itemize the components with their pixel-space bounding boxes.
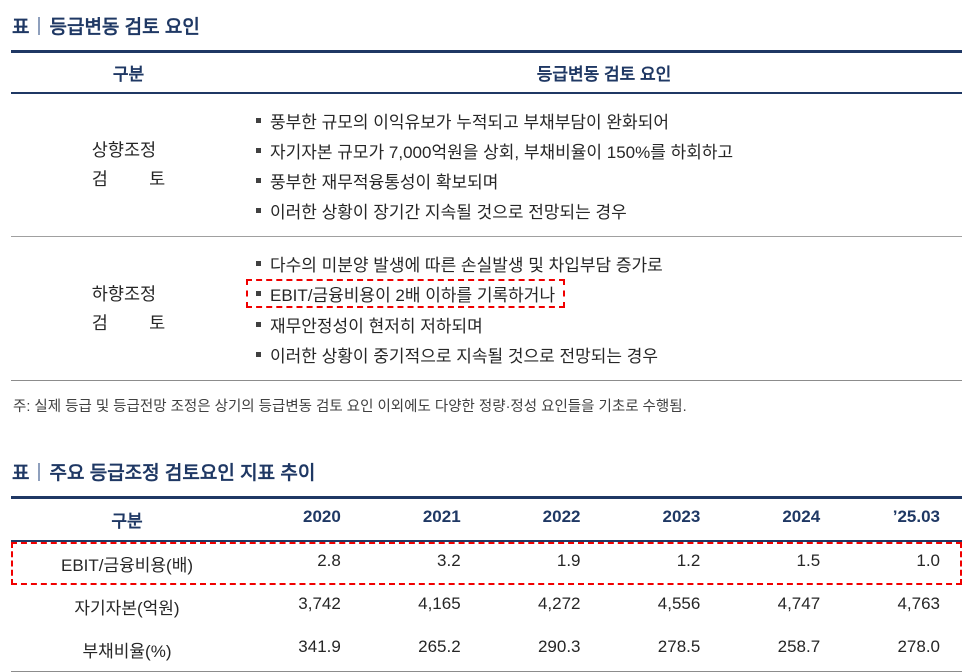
metric-row: 부채비율(%) 341.9 265.2 290.3 278.5 258.7 278.0 — [11, 628, 962, 671]
metric-value: 3,742 — [298, 594, 341, 613]
table2-title-prefix: 표 — [12, 463, 30, 484]
metric-value: 258.7 — [777, 637, 821, 656]
factor-text: 자기자본 규모가 7,000억원을 상회, 부채비율이 150%를 하회하고 — [270, 142, 734, 162]
metric-value: 4,763 — [897, 594, 940, 613]
metric-value: 4,556 — [657, 594, 701, 613]
metric-value: 1.5 — [796, 551, 821, 570]
bullet-icon — [256, 260, 261, 266]
table2-header-row: 구분 2020 2021 2022 2023 2024 ’25.03 — [11, 499, 962, 542]
factor-text: EBIT/금융비용이 2배 이하를 기록하거나 — [270, 286, 556, 305]
metric-value: 1.2 — [676, 551, 701, 570]
factor-text: 풍부한 규모의 이익유보가 누적되고 부채부담이 완화되어 — [270, 112, 669, 132]
table2-body: EBIT/금융비용(배) 2.8 3.2 1.9 1.2 1.5 1.0 자기자본(억원) 3,… — [11, 542, 962, 671]
bullet-icon — [256, 177, 261, 183]
factor-item: 이러한 상황이 장기간 지속될 것으로 전망되는 경우 — [246, 195, 962, 225]
column-header: 구분 — [111, 512, 143, 531]
bullet-icon — [256, 351, 261, 357]
factor-item: 재무안정성이 현저히 저하되며 — [246, 309, 962, 339]
table1-footnote: 주: 실제 등급 및 등급전망 조정은 상기의 등급변동 검토 요인 이외에도 … — [13, 399, 687, 415]
factor-item: 다수의 미분양 발생에 따른 손실발생 및 차입부담 증가로 — [246, 248, 962, 278]
table1-title-text: 등급변동 검토 요인 — [49, 17, 200, 38]
title-divider — [38, 462, 41, 481]
category-line: 검 토 — [91, 312, 166, 333]
metric-value: 278.5 — [657, 637, 701, 656]
metric-value: 265.2 — [418, 637, 461, 656]
factor-text: 이러한 상황이 장기간 지속될 것으로 전망되는 경우 — [270, 202, 627, 222]
bullet-icon — [256, 147, 261, 153]
column-header: 2022 — [542, 507, 581, 526]
metric-value: 341.9 — [298, 637, 341, 656]
category-line: 검 토 — [91, 169, 166, 189]
metric-value: 1.9 — [556, 551, 581, 570]
category-line: 상향조정 — [91, 140, 157, 161]
metric-value: 4,165 — [418, 594, 461, 613]
metric-value: 2.8 — [317, 551, 341, 570]
rating-review-row: 상향조정 검 토 풍부한 규모의 이익유보가 누적되고 부채부담이 완화되어 자기자본… — [11, 94, 962, 236]
metric-row-highlighted: EBIT/금융비용(배) 2.8 3.2 1.9 1.2 1.5 1.0 — [11, 542, 962, 585]
bullet-icon — [256, 117, 261, 123]
factor-text: 재무안정성이 현저히 저하되며 — [270, 316, 483, 336]
metric-value: 278.0 — [897, 637, 940, 656]
factor-item: 풍부한 재무적융통성이 확보되며 — [246, 165, 962, 195]
metric-value: 1.0 — [916, 551, 940, 570]
category-line: 하향조정 — [91, 283, 157, 304]
row-label: 자기자본(억원) — [74, 599, 180, 618]
column-header: 2023 — [662, 507, 701, 526]
factor-item: 풍부한 규모의 이익유보가 누적되고 부채부담이 완화되어 — [246, 105, 962, 135]
metric-value: 4,747 — [777, 594, 821, 613]
title-divider — [38, 16, 41, 35]
row-label: EBIT/금융비용(배) — [60, 556, 194, 575]
rating-review-factors-table: 구분 등급변동 검토 요인 상향조정 검 토 풍부한 규모의 이익유보가 누적되고 … — [11, 50, 962, 381]
table1-header-factors: 등급변동 검토 요인 — [536, 65, 672, 84]
bullet-icon — [256, 207, 261, 213]
table1-title: 표 등급변동 검토 요인 — [12, 12, 962, 39]
metric-value: 3.2 — [437, 551, 461, 570]
factor-text: 이러한 상황이 중기적으로 지속될 것으로 전망되는 경우 — [270, 346, 659, 366]
factor-text: 풍부한 재무적융통성이 확보되며 — [270, 172, 499, 192]
factor-item: 자기자본 규모가 7,000억원을 상회, 부채비율이 150%를 하회하고 — [246, 135, 962, 165]
factor-item: 이러한 상황이 중기적으로 지속될 것으로 전망되는 경우 — [246, 339, 962, 369]
bullet-icon — [256, 291, 261, 296]
table2-title: 표 주요 등급조정 검토요인 지표 추이 — [12, 458, 962, 485]
metric-value: 290.3 — [537, 637, 581, 656]
table1-body: 상향조정 검 토 풍부한 규모의 이익유보가 누적되고 부채부담이 완화되어 자기자본… — [11, 94, 962, 380]
factor-text: 다수의 미분양 발생에 따른 손실발생 및 차입부담 증가로 — [270, 255, 663, 275]
column-header: 2020 — [303, 507, 341, 526]
table2-title-text: 주요 등급조정 검토요인 지표 추이 — [49, 463, 316, 484]
metric-row: 자기자본(억원) 3,742 4,165 4,272 4,556 4,747 4,763 — [11, 585, 962, 628]
factor-item-highlighted: EBIT/금융비용이 2배 이하를 기록하거나 — [246, 279, 566, 308]
metric-trend-table: 구분 2020 2021 2022 2023 2024 ’25.03 EBIT/금융비용(배… — [11, 496, 962, 672]
factor-list: 다수의 미분양 발생에 따른 손실발생 및 차입부담 증가로 EBIT/금융비용이… — [246, 248, 962, 369]
bullet-icon — [256, 321, 261, 327]
table1-title-prefix: 표 — [12, 17, 30, 38]
table1-header-category: 구분 — [112, 65, 145, 84]
row-label: 부채비율(%) — [82, 642, 172, 661]
column-header: ’25.03 — [892, 507, 940, 526]
column-header: 2024 — [782, 507, 821, 526]
table1-header-row: 구분 등급변동 검토 요인 — [11, 53, 962, 94]
column-header: 2021 — [422, 507, 461, 526]
metric-value: 4,272 — [537, 594, 581, 613]
